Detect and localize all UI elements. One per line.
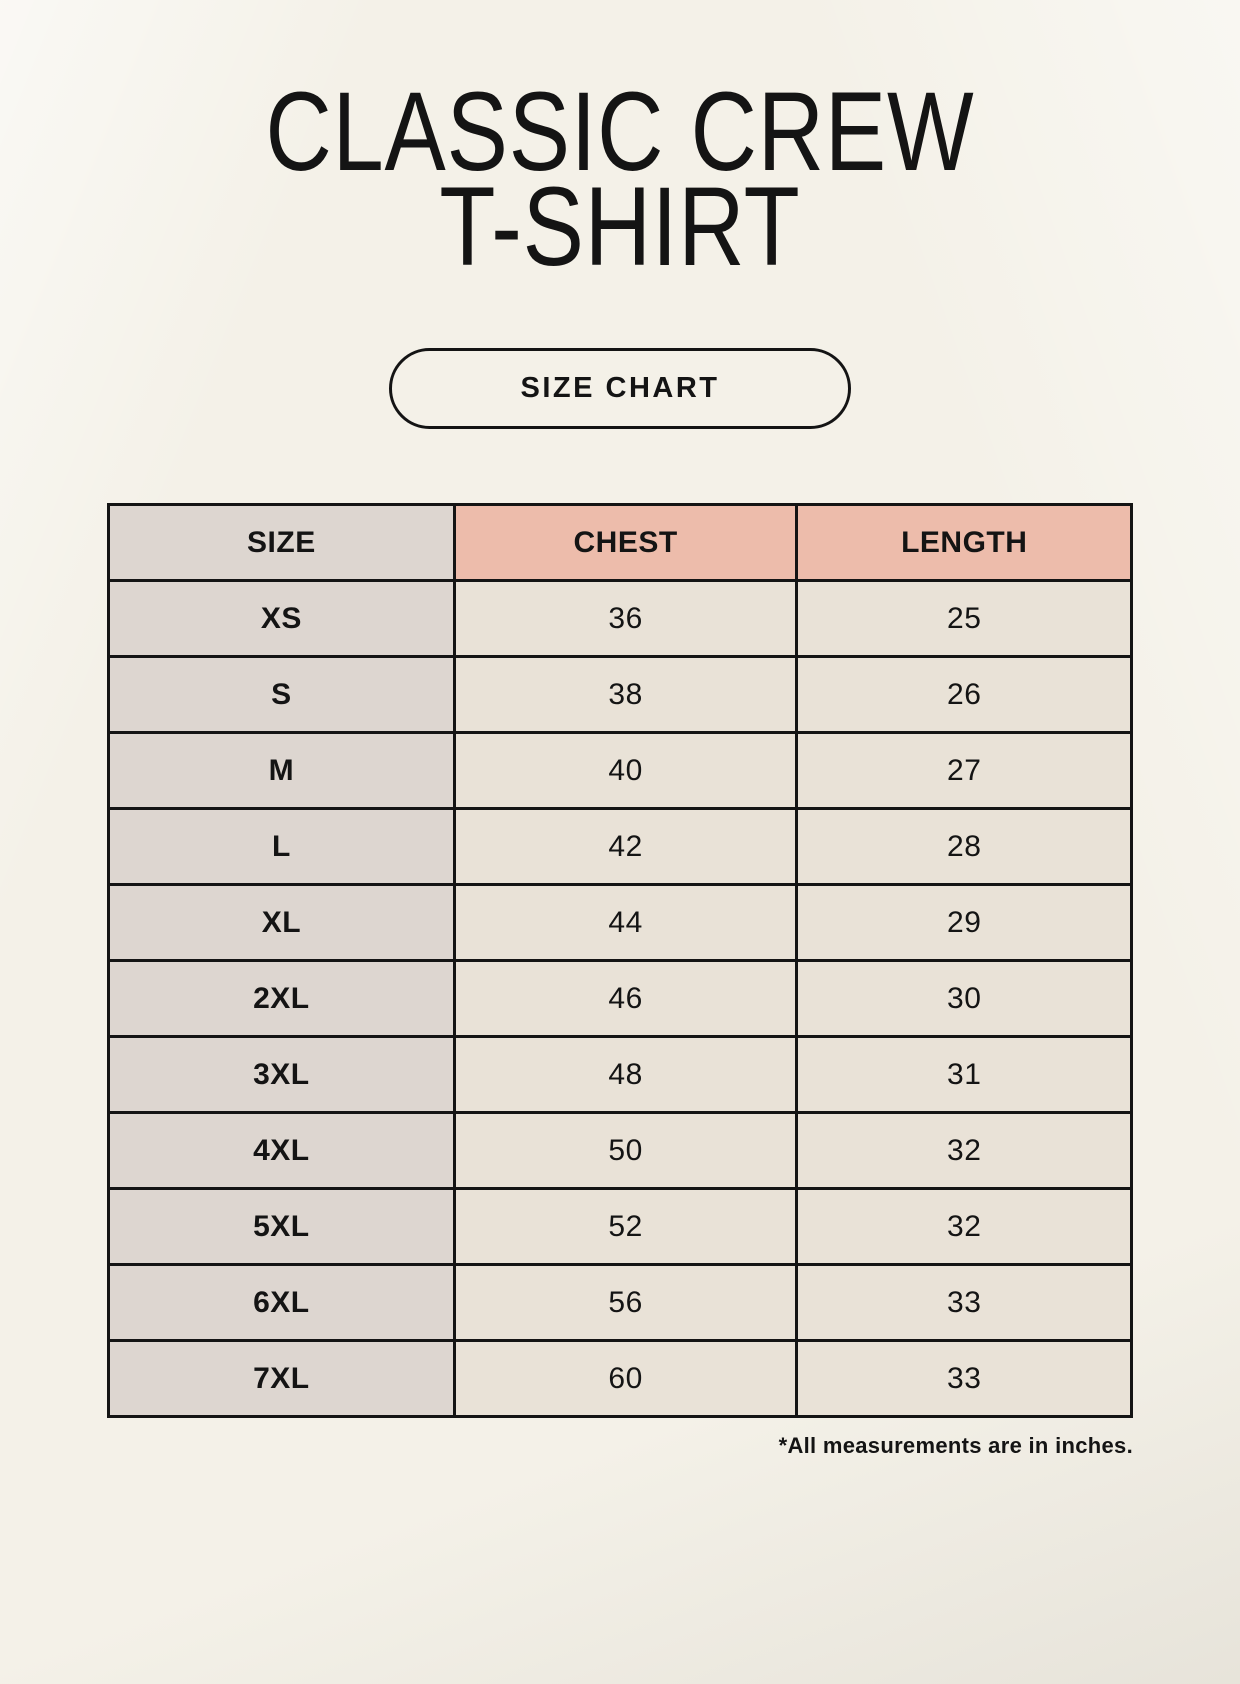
size-cell: 6XL	[107, 1263, 456, 1343]
column-header-size: SIZE	[107, 503, 456, 583]
length-cell: 26	[795, 655, 1133, 735]
chest-cell: 36	[452, 579, 799, 659]
size-cell: M	[107, 731, 456, 811]
chest-cell: 40	[452, 731, 799, 811]
length-cell: 28	[795, 807, 1133, 887]
size-cell: 4XL	[107, 1111, 456, 1191]
size-table-header: SIZE CHEST LENGTH	[107, 503, 1133, 583]
length-cell: 32	[795, 1111, 1133, 1191]
size-cell: 3XL	[107, 1035, 456, 1115]
table-row: 4XL 50 32	[107, 1111, 1133, 1191]
size-cell: L	[107, 807, 456, 887]
page-background: CLASSIC CREW T-SHIRT SIZE CHART SIZE CHE…	[0, 76, 1240, 1459]
size-cell: XL	[107, 883, 456, 963]
table-row: 7XL 60 33	[107, 1339, 1133, 1419]
size-cell: XS	[107, 579, 456, 659]
size-chart-button-label: SIZE CHART	[520, 372, 720, 405]
table-row: XS 36 25	[107, 579, 1133, 659]
chest-cell: 38	[452, 655, 799, 735]
table-row: 2XL 46 30	[107, 959, 1133, 1039]
table-row: M 40 27	[107, 731, 1133, 811]
chest-cell: 48	[452, 1035, 799, 1115]
table-row: XL 44 29	[107, 883, 1133, 963]
chest-cell: 44	[452, 883, 799, 963]
chest-cell: 60	[452, 1339, 799, 1419]
length-cell: 30	[795, 959, 1133, 1039]
table-row: 3XL 48 31	[107, 1035, 1133, 1115]
table-row: L 42 28	[107, 807, 1133, 887]
column-header-length: LENGTH	[795, 503, 1133, 583]
size-cell: 5XL	[107, 1187, 456, 1267]
measurements-footnote: *All measurements are in inches.	[778, 1433, 1133, 1459]
chest-cell: 52	[452, 1187, 799, 1267]
size-table-body: XS 36 25 S 38 26 M 40 27 L 42 28 XL 44 29 2XL 46 30 3XL 48 3…	[107, 579, 1133, 1419]
length-cell: 32	[795, 1187, 1133, 1267]
page-title-line2: T-SHIRT	[439, 164, 801, 290]
length-cell: 33	[795, 1339, 1133, 1419]
size-chart-table: SIZE CHEST LENGTH XS 36 25 S 38 26 M 40 27 L 42 28 X…	[107, 503, 1133, 1419]
chest-cell: 46	[452, 959, 799, 1039]
chest-cell: 56	[452, 1263, 799, 1343]
size-cell: 7XL	[107, 1339, 456, 1419]
table-row: 5XL 52 32	[107, 1187, 1133, 1267]
size-chart-button[interactable]: SIZE CHART	[389, 348, 851, 430]
page-title-line1: CLASSIC CREW	[265, 69, 975, 194]
size-cell: S	[107, 655, 456, 735]
size-cell: 2XL	[107, 959, 456, 1039]
chest-cell: 50	[452, 1111, 799, 1191]
page-title: CLASSIC CREW T-SHIRT	[112, 76, 1129, 283]
table-row: 6XL 56 33	[107, 1263, 1133, 1343]
table-row: S 38 26	[107, 655, 1133, 735]
length-cell: 29	[795, 883, 1133, 963]
length-cell: 33	[795, 1263, 1133, 1343]
chest-cell: 42	[452, 807, 799, 887]
length-cell: 25	[795, 579, 1133, 659]
length-cell: 31	[795, 1035, 1133, 1115]
header-row: SIZE CHEST LENGTH	[107, 503, 1133, 583]
length-cell: 27	[795, 731, 1133, 811]
column-header-chest: CHEST	[452, 503, 799, 583]
